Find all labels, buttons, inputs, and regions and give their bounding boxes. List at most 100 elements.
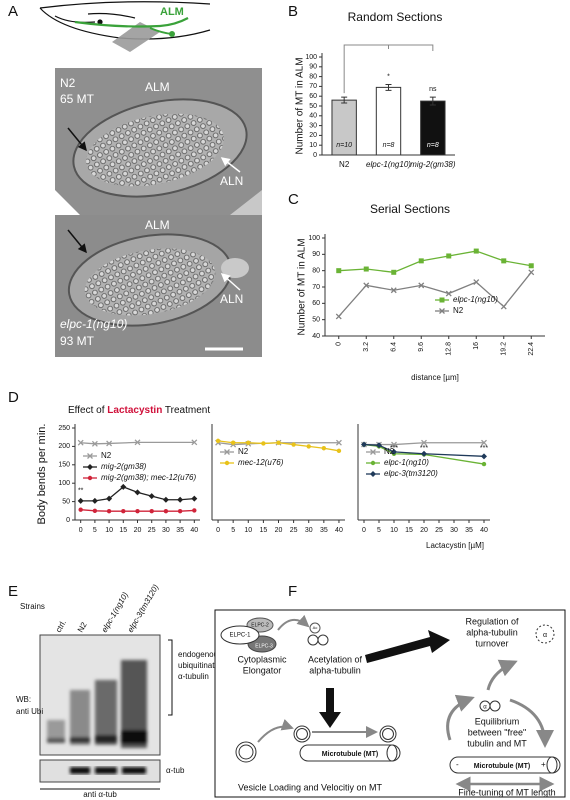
- blot-label: anti Ubi: [16, 707, 43, 716]
- x-tick-label: 0: [336, 342, 343, 346]
- data-point: [230, 440, 236, 445]
- x-tick-label: 9.6: [418, 342, 425, 352]
- annotation: ***: [390, 445, 398, 452]
- y-tick-label: 50: [312, 317, 320, 324]
- diagram-label: Vesicle Loading and Velocitiy on MT: [238, 782, 383, 792]
- data-point: [177, 508, 183, 514]
- data-point: [261, 441, 266, 446]
- plus-end: +: [541, 760, 546, 769]
- data-point: [106, 508, 112, 514]
- data-point: [162, 496, 169, 503]
- minus-end: -: [456, 760, 459, 769]
- annotation: ***: [420, 445, 428, 452]
- x-tick-label: 20: [134, 527, 142, 534]
- x-tick-label: 30: [162, 527, 170, 534]
- data-point: [473, 279, 480, 286]
- significance-label: *: [387, 73, 390, 80]
- y-tick-label: 80: [312, 268, 320, 275]
- data-point: [500, 303, 507, 310]
- data-point: [246, 440, 251, 445]
- y-tick-label: 70: [309, 83, 317, 90]
- legend-label: elpc-1(ng10): [384, 458, 429, 467]
- legend-marker: [87, 464, 93, 470]
- legend-marker: [439, 297, 445, 303]
- bracket-label: α-tubulin: [178, 672, 209, 681]
- x-tick-label: 25: [435, 527, 443, 534]
- annotation: **: [78, 487, 84, 494]
- data-point: [191, 439, 198, 446]
- x-tick-label: 10: [244, 527, 252, 534]
- data-point: [418, 258, 424, 264]
- blot: [39, 634, 173, 790]
- x-tick-label: 15: [405, 527, 413, 534]
- y-tick-label: 40: [312, 333, 320, 340]
- antibody-label: anti α-tub: [83, 790, 117, 799]
- subunit-label: ELPC-3: [255, 643, 273, 649]
- data-point: [363, 266, 369, 272]
- y-tick-label: 90: [312, 251, 320, 258]
- legend-marker: [370, 471, 376, 477]
- x-tick-label: 25: [148, 527, 156, 534]
- diagram-label: alpha-tubulin: [466, 627, 518, 637]
- y-tick-label: 200: [58, 443, 70, 450]
- y-tick-label: 90: [309, 64, 317, 71]
- x-tick-label: 22.4: [528, 342, 535, 356]
- lane-label: N2: [76, 620, 89, 634]
- annotation: ***: [480, 445, 488, 452]
- bar: [331, 99, 357, 156]
- x-tick-label: 40: [335, 527, 343, 534]
- micrograph: [55, 68, 262, 357]
- data-point: [335, 313, 342, 320]
- data-point: [149, 508, 154, 514]
- data-point: [336, 268, 342, 274]
- worm-cartoon: [39, 1, 211, 52]
- data-point: [418, 282, 425, 289]
- diagram-label: Elongator: [243, 665, 282, 675]
- x-axis-label: distance [µm]: [411, 373, 459, 382]
- y-axis-label: Body bends per min.: [36, 424, 48, 525]
- data-point: [501, 258, 507, 264]
- legend-marker: [370, 460, 376, 466]
- data-point: [421, 450, 427, 457]
- bar: [420, 100, 446, 156]
- cartoon-label: ALM: [160, 6, 184, 18]
- x-tick-label: 10: [105, 527, 113, 534]
- data-point: [376, 442, 382, 449]
- x-tick-label: 20: [275, 527, 283, 534]
- data-point: [91, 440, 98, 447]
- x-tick-label: elpc-1(ng10): [366, 160, 411, 169]
- y-tick-label: 50: [62, 498, 70, 505]
- panel-label: C: [288, 191, 299, 208]
- x-tick-label: 35: [465, 527, 473, 534]
- data-point: [481, 453, 487, 460]
- y-tick-label: 10: [309, 142, 317, 149]
- data-point: [78, 507, 83, 512]
- series-line: [338, 271, 532, 317]
- blot-label: WB:: [16, 695, 31, 704]
- x-tick-label: 15: [259, 527, 267, 534]
- data-point: [335, 439, 342, 446]
- diagram-label: Equilibrium: [475, 716, 520, 726]
- panel-label: E: [8, 583, 18, 600]
- data-point: [306, 444, 311, 449]
- legend-marker: [87, 475, 93, 481]
- x-tick-label: 5: [377, 527, 381, 534]
- cell-label: ALN: [220, 174, 243, 188]
- data-point: [336, 448, 342, 454]
- data-point: [177, 496, 184, 503]
- chart-title: Serial Sections: [370, 202, 450, 216]
- x-tick-label: 30: [450, 527, 458, 534]
- data-point: [391, 448, 397, 455]
- series-line: [338, 250, 532, 273]
- model-diagram: [214, 609, 566, 798]
- x-tick-label: 35: [320, 527, 328, 534]
- data-point: [134, 439, 141, 446]
- acetyl-tag: Ac: [313, 625, 318, 630]
- legend-label: mec-12(u76): [238, 458, 284, 467]
- x-tick-label: 3.2: [363, 342, 370, 352]
- data-point: [528, 269, 535, 276]
- diagram-label: alpha-tubulin: [309, 665, 361, 675]
- cell-label: ALM: [145, 218, 170, 232]
- data-point: [148, 493, 155, 500]
- data-point: [134, 489, 141, 496]
